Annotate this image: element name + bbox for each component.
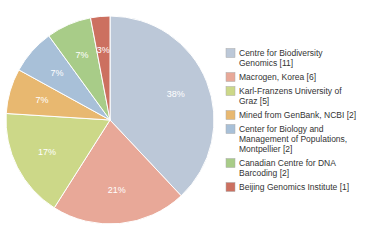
data-label: 7% xyxy=(75,50,88,60)
legend-label: Karl-Franzens University ofGraz [5] xyxy=(239,86,342,106)
data-label: 38% xyxy=(167,89,185,99)
legend-item: Mined from GenBank, NCBI [2] xyxy=(226,110,356,120)
legend-swatch xyxy=(226,73,235,82)
data-label: 7% xyxy=(50,68,63,78)
data-label: 17% xyxy=(38,147,56,157)
legend-swatch xyxy=(226,49,235,58)
legend-label-line: Montpellier [2] xyxy=(239,144,292,154)
legend: Centre for BiodiversityGenomics [11] Macr… xyxy=(226,48,356,192)
legend-label: Centre for BiodiversityGenomics [11] xyxy=(239,48,323,68)
data-label: 7% xyxy=(36,95,49,105)
legend-label-line: Mined from GenBank, NCBI [2] xyxy=(239,110,356,120)
legend-item: Canadian Centre for DNABarcoding [2] xyxy=(226,158,336,178)
legend-label-line: Management of Populations, xyxy=(239,134,347,144)
legend-label-line: Macrogen, Korea [6] xyxy=(239,72,316,82)
legend-label-line: Karl-Franzens University of xyxy=(239,86,342,96)
legend-item: Center for Biology andManagement of Popu… xyxy=(226,124,347,154)
legend-item: Macrogen, Korea [6] xyxy=(226,72,316,82)
legend-swatch xyxy=(226,125,235,134)
legend-label-line: Canadian Centre for DNA xyxy=(239,158,336,168)
legend-label-line: Graz [5] xyxy=(239,96,269,106)
data-labels: 38% 21% 17% 7% 7% 7% 3% xyxy=(36,45,185,196)
legend-item: Centre for BiodiversityGenomics [11] xyxy=(226,48,323,68)
data-label: 21% xyxy=(108,185,126,195)
pie-slice xyxy=(6,113,110,207)
legend-label-line: Center for Biology and xyxy=(239,124,324,134)
legend-label-line: Beijing Genomics Institute [1] xyxy=(239,182,349,192)
legend-label: Beijing Genomics Institute [1] xyxy=(239,182,349,192)
data-label: 3% xyxy=(97,45,110,55)
legend-label: Center for Biology andManagement of Popu… xyxy=(239,124,347,154)
chart: 38% 21% 17% 7% 7% 7% 3% Centre for Biodiversity… xyxy=(0,0,380,240)
legend-item: Karl-Franzens University ofGraz [5] xyxy=(226,86,342,106)
legend-label: Mined from GenBank, NCBI [2] xyxy=(239,110,356,120)
legend-label-line: Centre for Biodiversity xyxy=(239,48,323,58)
legend-label-line: Genomics [11] xyxy=(239,58,293,68)
pie-slice xyxy=(91,16,110,120)
legend-label: Canadian Centre for DNABarcoding [2] xyxy=(239,158,336,178)
pie xyxy=(6,16,214,224)
legend-label: Macrogen, Korea [6] xyxy=(239,72,316,82)
legend-swatch xyxy=(226,159,235,168)
legend-swatch xyxy=(226,183,235,192)
legend-label-line: Barcoding [2] xyxy=(239,168,289,178)
legend-item: Beijing Genomics Institute [1] xyxy=(226,182,349,192)
legend-swatch xyxy=(226,111,235,120)
legend-swatch xyxy=(226,87,235,96)
